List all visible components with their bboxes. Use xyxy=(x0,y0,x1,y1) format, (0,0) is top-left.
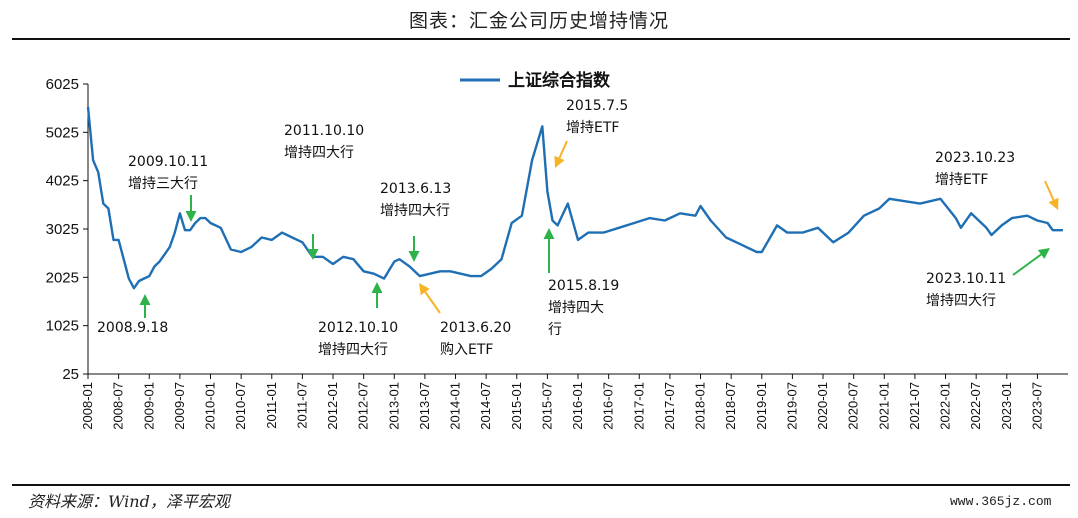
annotation-label: 2011.10.10 xyxy=(284,123,364,139)
x-tick-label: 2023-07 xyxy=(1029,382,1044,430)
annotation-arrow-shaft xyxy=(558,140,568,159)
x-tick-label: 2012-01 xyxy=(325,382,340,430)
x-tick-label: 2011-07 xyxy=(294,382,309,429)
legend: 上证综合指数 xyxy=(460,70,611,91)
y-tick-label: 2025 xyxy=(46,269,79,286)
x-tick-label: 2008-07 xyxy=(111,382,126,430)
x-tick-label: 2020-07 xyxy=(846,382,861,430)
x-tick-label: 2015-07 xyxy=(539,382,554,430)
annotation-label: 2008.9.18 xyxy=(97,320,168,336)
annotation-arrow-shaft xyxy=(1044,180,1055,201)
y-axis-ticks: 6025 5025 4025 3025 2025 1025 25 xyxy=(46,76,88,383)
x-tick-label: 2015-01 xyxy=(509,382,524,430)
x-tick-label: 2009-01 xyxy=(141,382,156,430)
x-tick-label: 2020-01 xyxy=(815,382,830,430)
annotation-arrow-head xyxy=(543,228,555,239)
annotation-label: 增持四大行 xyxy=(284,145,354,161)
y-tick-label: 5025 xyxy=(46,124,79,141)
annotation-arrow-head xyxy=(139,294,151,305)
y-tick-label: 1025 xyxy=(46,318,79,335)
annotation-label: 2023.10.23 xyxy=(935,150,1015,166)
annotation-arrow-head xyxy=(419,283,430,296)
legend-label: 上证综合指数 xyxy=(508,70,611,91)
chart-title: 图表：汇金公司历史增持情况 xyxy=(408,10,669,32)
annotation-label: 增持四大 xyxy=(548,300,604,316)
x-tick-label: 2011-01 xyxy=(264,382,279,429)
x-tick-label: 2018-07 xyxy=(723,382,738,430)
annotation-arrow-head xyxy=(1037,248,1050,259)
x-tick-label: 2012-07 xyxy=(356,382,371,430)
annotation-arrow-head xyxy=(307,249,319,260)
annotation-arrow-head xyxy=(554,155,565,168)
series-line xyxy=(86,106,1063,290)
x-tick-label: 2019-01 xyxy=(754,382,769,430)
x-tick-label: 2017-07 xyxy=(662,382,677,430)
x-tick-label: 2009-07 xyxy=(172,382,187,430)
annotation-label: 2013.6.13 xyxy=(380,181,451,197)
x-tick-label: 2014-01 xyxy=(448,382,463,430)
annotation-label: 行 xyxy=(548,322,562,338)
annotation-label: 2015.7.5 xyxy=(566,98,628,114)
watermark: www.365jz.com xyxy=(950,494,1052,509)
annotation-label: 增持四大行 xyxy=(380,203,450,219)
annotation-arrow-head xyxy=(371,282,383,293)
x-tick-label: 2008-01 xyxy=(80,382,95,430)
annotation-arrow-shaft xyxy=(424,291,441,314)
annotation-label: 2023.10.11 xyxy=(926,271,1006,287)
top-rule xyxy=(12,38,1070,40)
annotation-label: 增持ETF xyxy=(935,172,988,188)
x-tick-label: 2010-01 xyxy=(203,382,218,430)
y-tick-label: 4025 xyxy=(46,173,79,190)
y-tick-label: 6025 xyxy=(46,76,79,93)
x-tick-label: 2019-07 xyxy=(784,382,799,430)
x-tick-label: 2022-01 xyxy=(938,382,953,430)
annotation-arrow-head xyxy=(1048,197,1059,210)
annotation-label: 增持ETF xyxy=(566,120,619,136)
x-tick-label: 2016-01 xyxy=(570,382,585,430)
annotation-label: 2013.6.20 xyxy=(440,320,511,336)
annotation-arrow-head xyxy=(185,211,197,222)
x-tick-label: 2014-07 xyxy=(478,382,493,430)
y-tick-label: 25 xyxy=(62,366,79,383)
x-tick-label: 2016-07 xyxy=(601,382,616,430)
annotation-label: 2009.10.11 xyxy=(128,154,208,170)
x-tick-label: 2013-07 xyxy=(417,382,432,430)
y-tick-label: 3025 xyxy=(46,221,79,238)
annotations: 2008.9.182009.10.11增持三大行2011.10.10增持四大行2… xyxy=(97,98,1059,358)
bottom-rule xyxy=(12,484,1070,486)
annotation-label: 2012.10.10 xyxy=(318,320,398,336)
x-tick-label: 2010-07 xyxy=(233,382,248,430)
annotation-arrow-shaft xyxy=(1012,253,1042,276)
x-tick-label: 2018-01 xyxy=(693,382,708,430)
x-tick-label: 2017-01 xyxy=(631,382,646,430)
annotation-label: 增持四大行 xyxy=(318,342,388,358)
annotation-label: 增持三大行 xyxy=(128,176,198,192)
annotation-label: 购入ETF xyxy=(440,342,493,358)
annotation-label: 增持四大行 xyxy=(926,293,996,309)
annotation-label: 2015.8.19 xyxy=(548,278,619,294)
x-axis-ticks: 2008-01 2008-07 2009-01 2009-07 2010-01 2010-… xyxy=(80,374,1044,430)
x-tick-label: 2021-01 xyxy=(876,382,891,430)
x-tick-label: 2022-07 xyxy=(968,382,983,430)
x-tick-label: 2023-01 xyxy=(999,382,1014,430)
x-tick-label: 2021-07 xyxy=(907,382,922,430)
source-note: 资料来源：Wind，泽平宏观 xyxy=(28,492,230,511)
x-tick-label: 2013-01 xyxy=(386,382,401,430)
annotation-arrow-head xyxy=(408,251,420,262)
